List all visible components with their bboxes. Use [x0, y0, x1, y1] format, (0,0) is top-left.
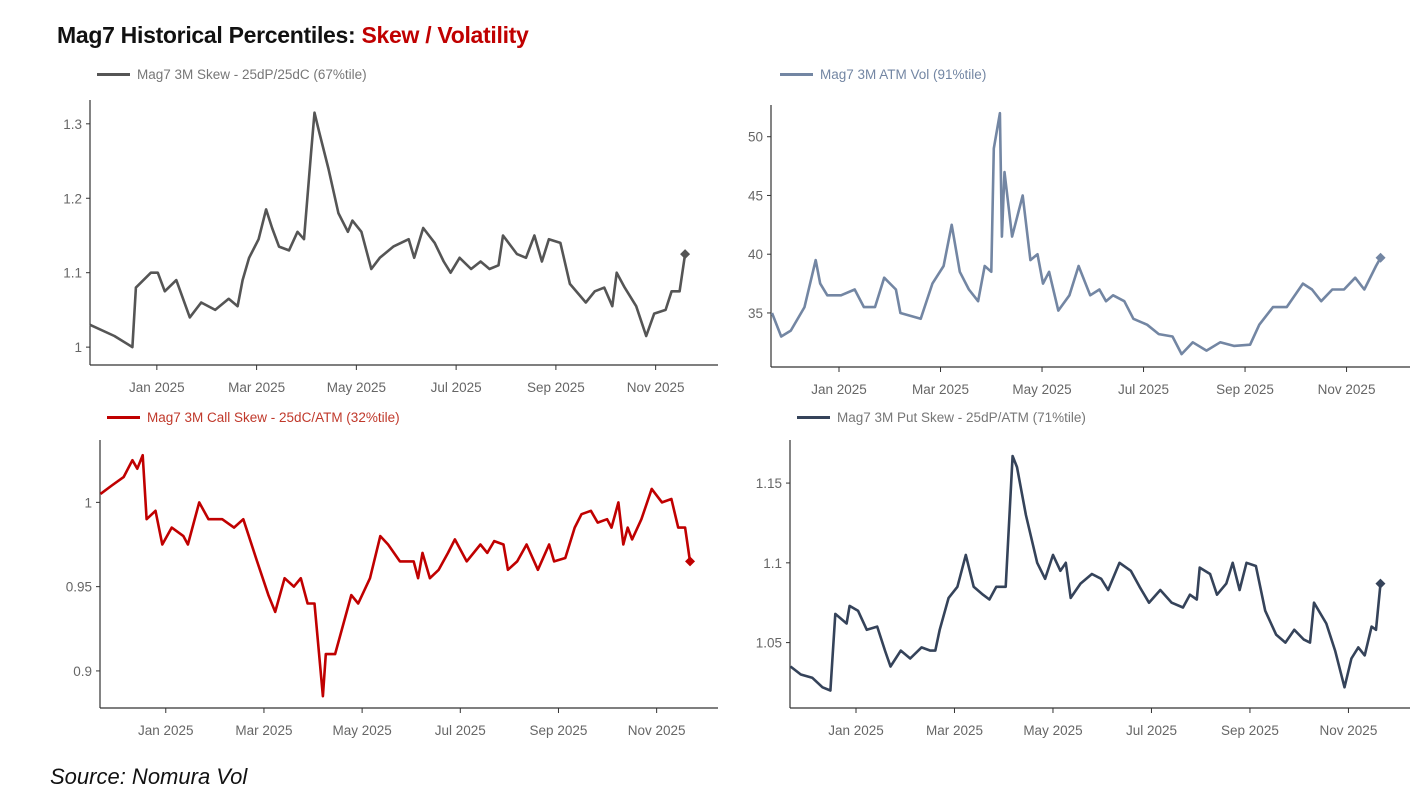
put-skew-series-line: [789, 454, 1382, 692]
call-skew-y-tick-label: 0.9: [73, 664, 92, 679]
call-skew-x-tick-label: May 2025: [332, 723, 391, 738]
call-skew-last-point-marker: [685, 556, 696, 567]
skew-last-point-marker: [680, 249, 691, 260]
skew-x-tick-label: May 2025: [327, 380, 386, 395]
title-accent: Skew / Volatility: [361, 22, 529, 48]
atm-vol-x-tick-label: Nov 2025: [1318, 382, 1376, 397]
put-skew-x-tick-label: May 2025: [1023, 723, 1082, 738]
skew-x-tick-label: Jan 2025: [129, 380, 185, 395]
skew-y-tick-label: 1.1: [63, 266, 82, 281]
title-main: Mag7 Historical Percentiles:: [57, 22, 362, 48]
skew-series-line: [89, 111, 687, 349]
skew-x-tick-label: Mar 2025: [228, 380, 285, 395]
call-skew-y-tick-label: 0.95: [66, 580, 92, 595]
call-skew-x-tick-label: Jan 2025: [138, 723, 194, 738]
page-title: Mag7 Historical Percentiles: Skew / Vola…: [57, 22, 529, 49]
call-skew-series-line: [99, 453, 692, 698]
legend-label: Mag7 3M Skew - 25dP/25dC (67%tile): [137, 67, 367, 82]
put-skew-y-tick-label: 1.05: [756, 636, 782, 651]
legend-swatch: [97, 73, 130, 76]
call-skew-y-tick-label: 1: [84, 495, 92, 510]
call-skew-x-tick-label: Sep 2025: [530, 723, 588, 738]
atm-vol-y-tick-label: 35: [748, 306, 763, 321]
legend-put-skew: Mag7 3M Put Skew - 25dP/ATM (71%tile): [797, 410, 1086, 425]
put-skew-y-tick-label: 1.1: [763, 556, 782, 571]
atm-vol-x-tick-label: May 2025: [1012, 382, 1071, 397]
call-skew-x-tick-label: Jul 2025: [435, 723, 486, 738]
legend-atm-vol: Mag7 3M ATM Vol (91%tile): [780, 67, 986, 82]
legend-label: Mag7 3M ATM Vol (91%tile): [820, 67, 987, 82]
skew-x-tick-label: Jul 2025: [431, 380, 482, 395]
atm-vol-y-tick-label: 45: [748, 188, 763, 203]
atm-vol-series-line: [770, 111, 1382, 356]
skew-y-tick-label: 1.3: [63, 117, 82, 132]
legend-skew: Mag7 3M Skew - 25dP/25dC (67%tile): [97, 67, 367, 82]
legend-label: Mag7 3M Call Skew - 25dC/ATM (32%tile): [147, 410, 400, 425]
legend-swatch: [780, 73, 813, 76]
legend-swatch: [107, 416, 140, 419]
skew-y-tick-label: 1.2: [63, 191, 82, 206]
skew-y-tick-label: 1: [74, 340, 82, 355]
call-skew-x-tick-label: Mar 2025: [235, 723, 292, 738]
legend-swatch: [797, 416, 830, 419]
legend-label: Mag7 3M Put Skew - 25dP/ATM (71%tile): [837, 410, 1086, 425]
put-skew-x-tick-label: Jan 2025: [828, 723, 884, 738]
legend-call-skew: Mag7 3M Call Skew - 25dC/ATM (32%tile): [107, 410, 400, 425]
atm-vol-last-point-marker: [1375, 252, 1386, 263]
put-skew-y-tick-label: 1.15: [756, 476, 782, 491]
put-skew-last-point-marker: [1375, 578, 1386, 589]
atm-vol-x-tick-label: Jan 2025: [811, 382, 867, 397]
atm-vol-x-tick-label: Mar 2025: [912, 382, 969, 397]
source-note: Source: Nomura Vol: [50, 764, 248, 789]
skew-x-tick-label: Nov 2025: [627, 380, 685, 395]
call-skew-x-tick-label: Nov 2025: [628, 723, 686, 738]
atm-vol-y-tick-label: 50: [748, 130, 763, 145]
put-skew-x-tick-label: Sep 2025: [1221, 723, 1279, 738]
put-skew-x-tick-label: Mar 2025: [926, 723, 983, 738]
put-skew-x-tick-label: Nov 2025: [1320, 723, 1378, 738]
atm-vol-y-tick-label: 40: [748, 247, 763, 262]
skew-x-tick-label: Sep 2025: [527, 380, 585, 395]
atm-vol-x-tick-label: Sep 2025: [1216, 382, 1274, 397]
atm-vol-x-tick-label: Jul 2025: [1118, 382, 1169, 397]
put-skew-x-tick-label: Jul 2025: [1126, 723, 1177, 738]
